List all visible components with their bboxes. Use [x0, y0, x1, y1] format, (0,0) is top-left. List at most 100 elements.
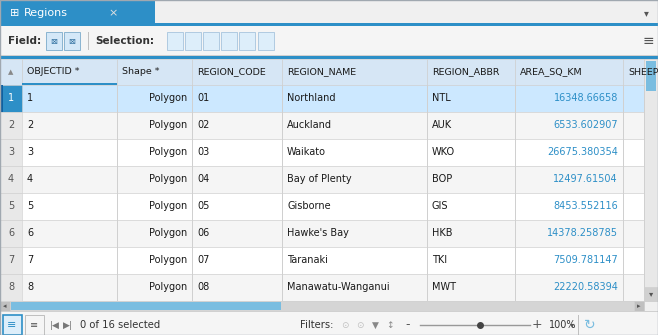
Bar [0, 139, 22, 166]
Bar [0, 55, 658, 56]
Bar [0, 301, 10, 311]
Text: ×: × [108, 8, 117, 18]
Bar [282, 139, 283, 166]
Bar [644, 220, 645, 247]
Text: 3: 3 [27, 147, 33, 157]
Bar [0, 0, 155, 26]
Bar [644, 166, 645, 193]
Bar [117, 274, 118, 301]
Text: Polygon: Polygon [149, 282, 187, 292]
Text: ≡: ≡ [7, 320, 16, 330]
Bar [623, 166, 624, 193]
Bar [0, 112, 644, 139]
Text: Taranaki: Taranaki [287, 255, 328, 265]
Text: ▼: ▼ [372, 321, 378, 330]
Text: Auckland: Auckland [287, 120, 332, 130]
Bar [644, 59, 658, 301]
Bar [646, 61, 656, 91]
Bar [515, 247, 516, 274]
Text: AUK: AUK [432, 120, 452, 130]
Bar [221, 32, 237, 50]
Bar [25, 315, 44, 335]
Text: Northland: Northland [287, 93, 336, 103]
Bar [117, 112, 118, 139]
Text: -: - [406, 319, 410, 332]
Bar [427, 166, 428, 193]
Bar [623, 247, 624, 274]
Text: ⊠: ⊠ [51, 37, 57, 46]
Bar [117, 220, 118, 247]
Bar [282, 193, 283, 220]
Bar [282, 247, 283, 274]
Bar [634, 301, 644, 311]
Bar [515, 59, 623, 85]
Text: Polygon: Polygon [149, 93, 187, 103]
Bar [0, 59, 644, 85]
Bar [22, 83, 117, 85]
Bar [282, 112, 283, 139]
Bar [117, 85, 118, 112]
Text: REGION_CODE: REGION_CODE [197, 67, 266, 76]
Bar [0, 220, 644, 247]
Bar [0, 274, 644, 301]
Bar [427, 193, 428, 220]
Bar [11, 302, 281, 310]
Bar [0, 85, 3, 112]
Text: 4: 4 [8, 174, 14, 184]
Bar [0, 274, 22, 301]
Text: ⊞: ⊞ [10, 8, 19, 18]
Bar [0, 247, 644, 274]
Text: ↕: ↕ [386, 321, 393, 330]
Text: 2: 2 [27, 120, 34, 130]
Text: 7: 7 [8, 255, 14, 265]
Bar [644, 193, 645, 220]
Text: SHEEP_1994: SHEEP_1994 [628, 67, 658, 76]
Bar [515, 220, 516, 247]
Bar [427, 112, 428, 139]
Text: ◂: ◂ [3, 303, 7, 309]
Text: 100%: 100% [549, 320, 576, 330]
Bar [0, 166, 644, 193]
Bar [427, 85, 428, 112]
Bar [282, 85, 283, 112]
Bar [46, 32, 62, 50]
Text: 08: 08 [197, 282, 209, 292]
Text: WKO: WKO [432, 147, 455, 157]
Text: ▾: ▾ [570, 321, 574, 330]
Text: 26675.380354: 26675.380354 [547, 147, 618, 157]
Bar [192, 166, 193, 193]
Text: ≡: ≡ [30, 320, 38, 330]
Bar [117, 166, 118, 193]
Bar [427, 59, 515, 85]
Bar [282, 220, 283, 247]
Text: ⊙: ⊙ [356, 321, 364, 330]
Bar [185, 32, 201, 50]
Bar [192, 59, 282, 85]
Text: Bay of Plenty: Bay of Plenty [287, 174, 351, 184]
Text: Regions: Regions [24, 8, 68, 18]
Bar [0, 139, 644, 166]
Bar [167, 32, 183, 50]
Text: Waikato: Waikato [287, 147, 326, 157]
Text: Polygon: Polygon [149, 174, 187, 184]
Text: 22220.58394: 22220.58394 [553, 282, 618, 292]
Bar [282, 274, 283, 301]
Bar [192, 247, 193, 274]
Text: TKI: TKI [432, 255, 447, 265]
Bar [0, 311, 658, 335]
Text: 3: 3 [8, 147, 14, 157]
Text: 03: 03 [197, 147, 209, 157]
Bar [64, 32, 80, 50]
Text: 2: 2 [8, 120, 14, 130]
Bar [0, 23, 658, 26]
Bar [0, 301, 644, 311]
Bar [644, 139, 645, 166]
Text: 7: 7 [27, 255, 34, 265]
Bar [117, 59, 192, 85]
Text: Polygon: Polygon [149, 147, 187, 157]
Text: 8453.552116: 8453.552116 [553, 201, 618, 211]
Bar [117, 193, 118, 220]
Bar [203, 32, 219, 50]
Bar [578, 315, 579, 335]
Bar [644, 274, 645, 301]
